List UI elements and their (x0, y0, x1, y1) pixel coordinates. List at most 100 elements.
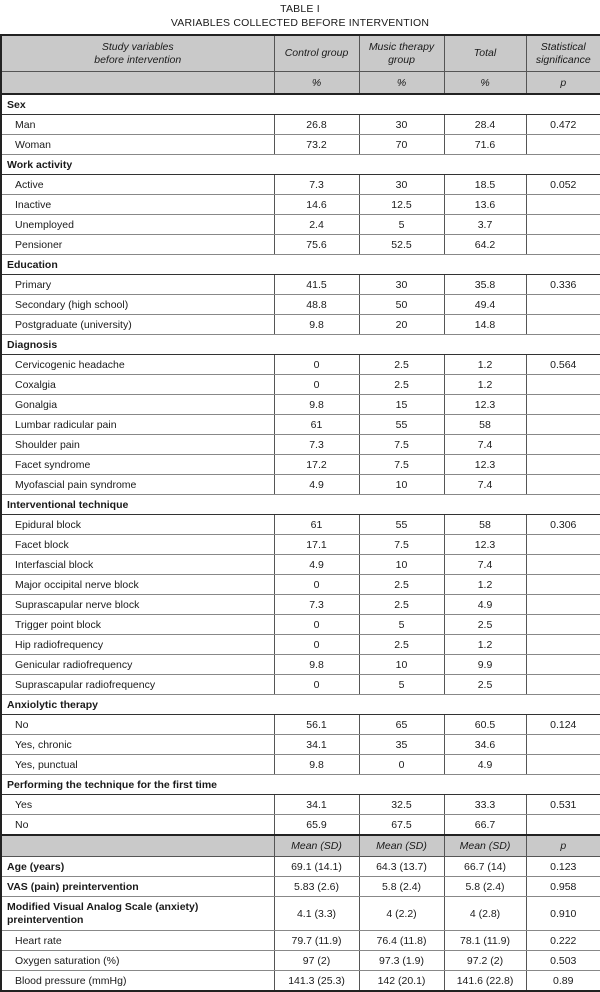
cell-music: 5 (358, 214, 445, 235)
cell-music: 32.5 (358, 794, 445, 815)
cell-music: 76.4 (11.8) (358, 930, 445, 951)
cell-total: 7.4 (443, 434, 527, 455)
cell-sig (525, 374, 600, 395)
row-label: Coxalgia (0, 374, 275, 395)
cell-sig: 0.123 (525, 856, 600, 877)
cell-sig: 0.910 (525, 896, 600, 931)
table-row: Primary 41.5 30 35.8 0.336 (0, 274, 600, 295)
mean-sd-cell-total: Mean (SD) (443, 834, 527, 857)
unit-cell-label (0, 71, 275, 95)
cell-sig (525, 214, 600, 235)
cell-sig (525, 134, 600, 155)
table-number: TABLE I (280, 3, 320, 15)
row-label: Interfascial block (0, 554, 275, 575)
cell-total: 28.4 (443, 114, 527, 135)
cell-music: 10 (358, 554, 445, 575)
cell-sig (525, 654, 600, 675)
group-label: Education (0, 254, 600, 275)
cell-control: 4.9 (273, 554, 360, 575)
group-label: Interventional technique (0, 494, 600, 515)
cell-control: 69.1 (14.1) (273, 856, 360, 877)
cell-control: 17.1 (273, 534, 360, 555)
cell-sig (525, 474, 600, 495)
cell-music: 0 (358, 754, 445, 775)
cell-sig (525, 414, 600, 435)
table-row: Epidural block 61 55 58 0.306 (0, 514, 600, 535)
cell-control: 4.1 (3.3) (273, 896, 360, 931)
cell-sig: 0.564 (525, 354, 600, 375)
cell-total: 97.2 (2) (443, 950, 527, 971)
table-caption: TABLE I VARIABLES COLLECTED BEFORE INTER… (0, 0, 600, 30)
table-row: Genicular radiofrequency 9.8 10 9.9 (0, 654, 600, 675)
row-label: Myofascial pain syndrome (0, 474, 275, 495)
cell-control: 34.1 (273, 734, 360, 755)
cell-control: 7.3 (273, 434, 360, 455)
col-header-sig-line1: Statistical (540, 41, 586, 53)
mean-sd-cell-sig: p (525, 834, 600, 857)
row-label: Primary (0, 274, 275, 295)
cell-music: 5 (358, 674, 445, 695)
cell-control: 61 (273, 414, 360, 435)
cell-control: 65.9 (273, 814, 360, 836)
cell-music: 50 (358, 294, 445, 315)
row-label: Postgraduate (university) (0, 314, 275, 335)
cell-sig (525, 554, 600, 575)
row-label: Unemployed (0, 214, 275, 235)
cell-control: 141.3 (25.3) (273, 970, 360, 992)
cell-music: 20 (358, 314, 445, 335)
header-row-units: % % % p (0, 71, 600, 95)
row-label: Pensioner (0, 234, 275, 255)
table-row: Blood pressure (mmHg) 141.3 (25.3) 142 (20… (0, 970, 600, 992)
cell-control: 0 (273, 354, 360, 375)
group-label: Diagnosis (0, 334, 600, 355)
cell-music: 65 (358, 714, 445, 735)
cell-total: 4 (2.8) (443, 896, 527, 931)
row-label: Heart rate (0, 930, 275, 951)
cell-control: 73.2 (273, 134, 360, 155)
table-row: Myofascial pain syndrome 4.9 10 7.4 (0, 474, 600, 495)
cell-total: 18.5 (443, 174, 527, 195)
cell-music: 52.5 (358, 234, 445, 255)
cell-control: 2.4 (273, 214, 360, 235)
cell-total: 49.4 (443, 294, 527, 315)
cell-music: 5.8 (2.4) (358, 876, 445, 897)
row-label: Yes, chronic (0, 734, 275, 755)
table-group-row: Anxiolytic therapy (0, 694, 600, 715)
cell-music: 67.5 (358, 814, 445, 836)
table-row: Man 26.8 30 28.4 0.472 (0, 114, 600, 135)
table-row: Woman 73.2 70 71.6 (0, 134, 600, 155)
table-row: Coxalgia 0 2.5 1.2 (0, 374, 600, 395)
table-row: VAS (pain) preintervention 5.83 (2.6) 5.8 … (0, 876, 600, 897)
col-header-music-line1: Music therapy (368, 41, 435, 53)
cell-total: 13.6 (443, 194, 527, 215)
table-group-row: Interventional technique (0, 494, 600, 515)
table-row: Gonalgia 9.8 15 12.3 (0, 394, 600, 415)
row-label: Secondary (high school) (0, 294, 275, 315)
cell-total: 4.9 (443, 754, 527, 775)
cell-music: 2.5 (358, 374, 445, 395)
cell-control: 7.3 (273, 594, 360, 615)
cell-music: 2.5 (358, 634, 445, 655)
table-row: Suprascapular radiofrequency 0 5 2.5 (0, 674, 600, 695)
cell-sig: 0.958 (525, 876, 600, 897)
cell-music: 30 (358, 114, 445, 135)
cell-music: 5 (358, 614, 445, 635)
table-row: Age (years) 69.1 (14.1) 64.3 (13.7) 66.7 (1… (0, 856, 600, 877)
cell-music: 35 (358, 734, 445, 755)
table-row: Trigger point block 0 5 2.5 (0, 614, 600, 635)
cell-total: 1.2 (443, 374, 527, 395)
cell-total: 7.4 (443, 474, 527, 495)
table-row: Interfascial block 4.9 10 7.4 (0, 554, 600, 575)
table-row: Suprascapular nerve block 7.3 2.5 4.9 (0, 594, 600, 615)
cell-sig (525, 194, 600, 215)
cell-music: 70 (358, 134, 445, 155)
cell-total: 5.8 (2.4) (443, 876, 527, 897)
cell-sig (525, 674, 600, 695)
mean-sd-cell-label (0, 834, 275, 857)
cell-total: 58 (443, 514, 527, 535)
cell-music: 142 (20.1) (358, 970, 445, 992)
cell-sig: 0.503 (525, 950, 600, 971)
cell-control: 0 (273, 634, 360, 655)
cell-music: 7.5 (358, 534, 445, 555)
